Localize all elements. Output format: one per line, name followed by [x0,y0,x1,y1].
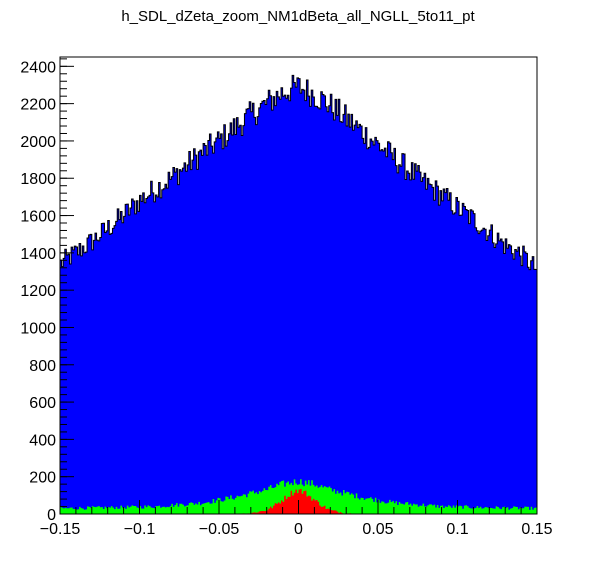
y-tick-label: 1800 [20,171,56,188]
y-tick-label: 1200 [20,283,56,300]
histogram-bars [60,74,537,514]
y-tick-label: 0 [47,507,56,524]
y-tick-label: 800 [29,358,56,375]
axes: −0.15 −0.1 −0.05 0 0.05 0.1 0.15 0 200 400 600 800 1… [20,56,553,538]
x-tick-label: 0.1 [446,521,468,538]
x-tick-label: 0.15 [521,521,552,538]
series-all-outline [60,74,537,271]
y-tick-label: 1400 [20,246,56,263]
series-all-fill [60,75,537,514]
x-tick-label: −0.1 [124,521,156,538]
x-tick-label: −0.05 [199,521,240,538]
y-tick-label: 2400 [20,59,56,76]
x-tick-label: 0 [294,521,303,538]
x-tick-label: 0.05 [362,521,393,538]
chart-title: h_SDL_dZeta_zoom_NM1dBeta_all_NGLL_5to11… [121,8,475,25]
y-tick-label: 200 [29,470,56,487]
y-tick-label: 1000 [20,320,56,337]
y-tick-label: 1600 [20,209,56,226]
y-tick-label: 2200 [20,97,56,114]
y-tick-label: 600 [29,395,56,412]
y-tick-label: 400 [29,432,56,449]
x-tick-label: −0.15 [40,521,81,538]
y-tick-label: 2000 [20,134,56,151]
